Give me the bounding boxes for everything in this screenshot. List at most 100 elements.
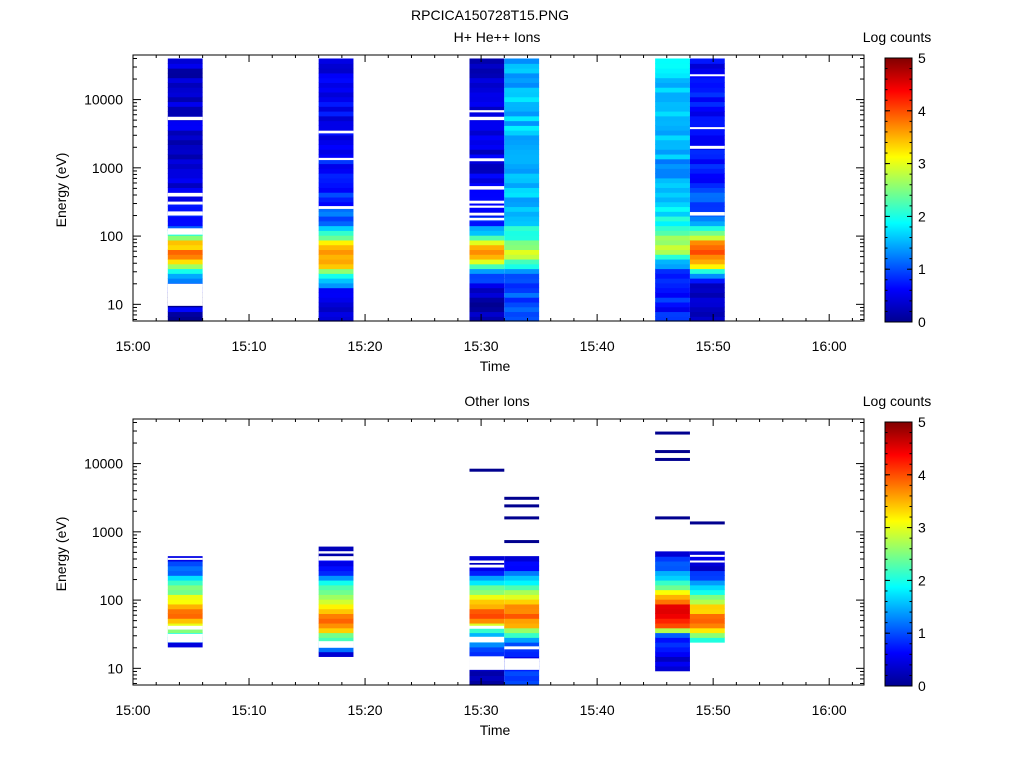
heatmap-cell [469, 575, 505, 581]
heatmap-cell [504, 134, 540, 141]
heatmap-cell [167, 239, 203, 246]
colorbar-tick-label: 3 [918, 156, 926, 172]
heatmap-cell [167, 168, 203, 174]
data-gap [318, 641, 354, 648]
heatmap-cell [689, 622, 725, 629]
heatmap-cell [318, 637, 354, 643]
heatmap-cell [655, 627, 690, 634]
heatmap-cell [504, 273, 540, 279]
x-tick-label: 15:00 [115, 702, 150, 718]
heatmap-cell [469, 153, 505, 160]
heatmap-cell [318, 230, 354, 236]
heatmap-cell [689, 637, 725, 643]
data-gap [469, 200, 505, 204]
heatmap-cell [689, 139, 725, 145]
heatmap-cell [655, 603, 690, 610]
heatmap-cell [504, 182, 540, 188]
heatmap-cell [504, 211, 540, 217]
heatmap-cell [504, 58, 540, 64]
data-gap [689, 212, 725, 216]
heatmap-cell [469, 201, 505, 208]
heatmap-cell [655, 316, 690, 322]
data-gap [469, 186, 505, 190]
heatmap-cell [318, 225, 354, 231]
heatmap-cell [167, 206, 203, 212]
heatmap-cell [167, 225, 203, 231]
heatmap-cell [655, 68, 690, 74]
heatmap-cell [318, 182, 354, 188]
heatmap-cell [167, 120, 203, 126]
heatmap-cell [504, 584, 540, 591]
heatmap-cell [167, 560, 203, 567]
heatmap-cell [167, 565, 203, 572]
heatmap-cell [655, 235, 690, 241]
heatmap-cell [318, 110, 354, 117]
heatmap-cell [469, 120, 505, 126]
heatmap-cell [469, 206, 505, 212]
data-gap [469, 625, 505, 629]
heatmap-cell [504, 618, 540, 624]
heatmap-cell [504, 110, 540, 117]
data-gap [504, 658, 540, 670]
heatmap-cell [655, 187, 690, 193]
heatmap-cell [167, 627, 203, 634]
heatmap-cell [655, 584, 690, 591]
heatmap-cell [167, 144, 203, 150]
heatmap-cell [689, 580, 725, 586]
heatmap-cell [689, 115, 725, 122]
data-gap [689, 554, 725, 557]
data-gap [469, 560, 505, 563]
heatmap-cell [655, 82, 690, 88]
heatmap-cell [318, 618, 354, 624]
heatmap-cell [469, 651, 505, 657]
heatmap-cell [689, 268, 725, 274]
heatmap-cell [469, 125, 505, 131]
heatmap-cell [689, 575, 725, 581]
heatmap-cell [469, 594, 505, 600]
heatmap-cell [469, 556, 505, 562]
heatmap-cell [504, 680, 540, 686]
heatmap-cell [504, 139, 540, 145]
y-tick-label: 100 [100, 592, 124, 608]
heatmap-cell [167, 244, 203, 250]
heatmap-cell [504, 239, 540, 246]
heatmap-cell [469, 139, 505, 145]
heatmap-cell [655, 220, 690, 227]
heatmap-cell [167, 613, 203, 619]
x-tick-label: 15:20 [348, 338, 383, 354]
heatmap-cell [655, 282, 690, 289]
heatmap-cell [655, 278, 690, 284]
heatmap-cell [655, 177, 690, 184]
heatmap-cell [469, 68, 505, 74]
heatmap-cell [504, 82, 540, 88]
heatmap-cell [655, 134, 690, 141]
heatmap-cell [504, 646, 540, 653]
heatmap-cell [655, 225, 690, 231]
heatmap-cell [469, 187, 505, 193]
heatmap-cell [689, 258, 725, 265]
y-axis-label-other-ions: Energy (eV) [53, 517, 69, 592]
x-tick-label: 16:00 [812, 702, 847, 718]
heatmap-cell [318, 268, 354, 274]
panel-title-other-ions: Other Ions [464, 393, 529, 409]
heatmap-cell [689, 306, 725, 313]
colorbar-tick-label: 5 [918, 50, 926, 66]
data-gap [469, 217, 505, 221]
data-gap [167, 283, 203, 306]
heatmap-cell [504, 130, 540, 136]
heatmap-cell [504, 311, 540, 317]
heatmap-cell [469, 106, 505, 112]
x-tick-label: 15:30 [464, 338, 499, 354]
heatmap-cell [318, 570, 354, 576]
heatmap-cells-other-ions [167, 546, 725, 686]
heatmap-cell [469, 134, 505, 141]
heatmap-cell [167, 235, 203, 241]
heatmap-cell [167, 153, 203, 160]
colorbar-other-ions [884, 421, 913, 687]
heatmap-cell [167, 216, 203, 222]
heatmap-cell [469, 613, 505, 619]
heatmap-cell [655, 211, 690, 217]
data-gap [469, 636, 505, 643]
heatmap-cell [504, 594, 540, 600]
heatmap-cell [167, 82, 203, 88]
